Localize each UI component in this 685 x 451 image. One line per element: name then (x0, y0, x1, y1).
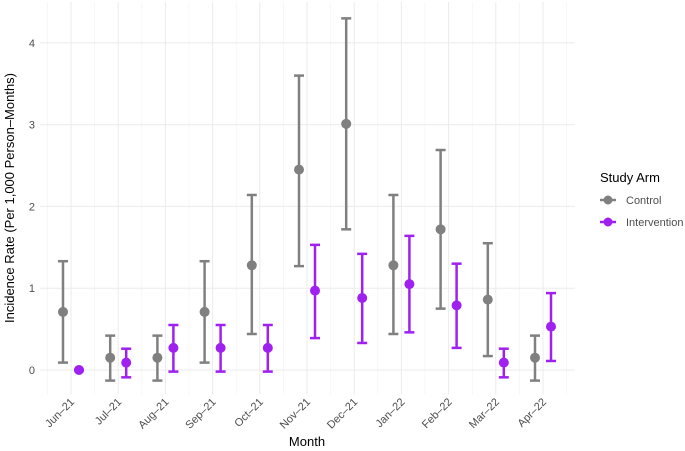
x-axis-title: Month (289, 434, 325, 449)
x-tick-label: Jul–21 (93, 396, 124, 427)
grid (40, 2, 575, 395)
point (310, 285, 320, 296)
x-tick-label: Mar–22 (467, 396, 502, 431)
x-tick-label: Jun–21 (43, 396, 77, 430)
y-tick-label: 1 (29, 283, 35, 295)
x-tick-label: Apr–22 (516, 396, 550, 430)
legend-key-point (603, 217, 613, 227)
y-tick-label: 2 (29, 201, 35, 213)
x-tick-label: Oct–21 (232, 396, 266, 430)
point (482, 294, 493, 305)
x-tick-label: Aug–21 (136, 396, 171, 431)
point (451, 300, 462, 311)
marks (58, 17, 556, 382)
point (58, 306, 68, 317)
legend-label: Intervention (626, 217, 683, 229)
y-tick-label: 3 (29, 120, 35, 132)
x-tick-label: Nov–21 (278, 396, 313, 431)
point (168, 342, 179, 353)
point (262, 342, 273, 353)
point (215, 342, 226, 353)
x-tick-label: Feb–22 (420, 396, 455, 431)
x-tick-label: Jan–22 (374, 396, 408, 430)
point (530, 352, 540, 363)
point (435, 224, 446, 235)
y-tick-label: 0 (29, 365, 35, 377)
legend-title: Study Arm (600, 170, 660, 185)
legend-key-point (603, 195, 613, 205)
point (498, 357, 509, 368)
point (74, 364, 84, 375)
point (341, 118, 352, 129)
legend-label: Control (626, 195, 661, 207)
x-tick-label: Dec–21 (325, 396, 360, 431)
point (404, 279, 415, 290)
point (294, 164, 304, 175)
point (246, 260, 257, 271)
point (388, 260, 399, 271)
point (105, 352, 116, 363)
x-tick-label: Sep–21 (183, 396, 218, 431)
point (546, 321, 556, 332)
point (121, 357, 132, 368)
point (357, 293, 368, 304)
point (152, 352, 163, 363)
point (199, 306, 210, 317)
y-axis-title: Incidence Rate (Per 1,000 Person–Months) (2, 73, 17, 323)
y-tick-label: 4 (29, 38, 35, 50)
